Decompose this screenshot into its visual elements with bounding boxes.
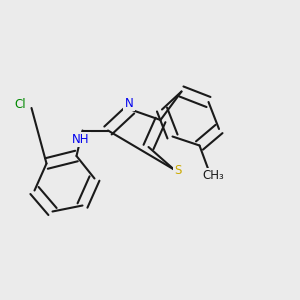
- Text: N: N: [124, 97, 134, 110]
- Text: NH: NH: [72, 133, 90, 146]
- Text: CH₃: CH₃: [202, 169, 224, 182]
- Text: Cl: Cl: [14, 98, 26, 112]
- Text: S: S: [174, 164, 181, 178]
